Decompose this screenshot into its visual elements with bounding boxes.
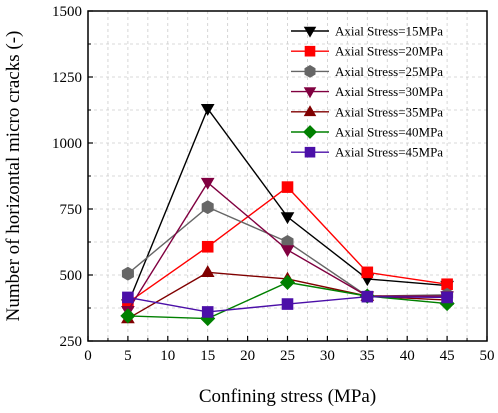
grid: [88, 11, 487, 341]
legend-label: Axial Stress=40MPa: [335, 125, 443, 140]
data-point: [201, 200, 214, 215]
data-point: [200, 265, 215, 278]
data-point: [441, 291, 453, 304]
legend-entry: Axial Stress=30MPa: [291, 84, 443, 99]
legend-marker: [304, 45, 316, 57]
y-tick-label: 1000: [52, 136, 82, 152]
x-tick-label: 15: [200, 348, 215, 364]
legend-label: Axial Stress=25MPa: [335, 64, 443, 79]
legend-entry: Axial Stress=15MPa: [291, 24, 443, 39]
legend-entry: Axial Stress=20MPa: [291, 44, 443, 59]
x-tick-label: 35: [360, 348, 375, 364]
data-point: [120, 308, 136, 324]
data-point: [361, 266, 374, 279]
data-point: [281, 298, 294, 310]
data-point: [280, 212, 295, 225]
legend-marker: [303, 105, 317, 117]
data-point: [280, 245, 295, 258]
legend: Axial Stress=15MPa Axial Stress=20MPa Axia…: [291, 24, 443, 160]
data-point: [121, 266, 134, 281]
x-tick-label: 20: [240, 348, 255, 364]
x-axis-title: Confining stress (MPa): [199, 386, 376, 407]
y-tick-label: 1250: [52, 70, 82, 86]
legend-marker: [304, 146, 316, 158]
data-point: [281, 181, 294, 193]
legend-entry: Axial Stress=40MPa: [291, 125, 443, 140]
x-tick-label: 45: [440, 348, 455, 364]
series-group: [120, 103, 455, 327]
x-tick-label: 30: [320, 348, 335, 364]
y-tick-label: 1500: [52, 4, 82, 20]
legend-entry: Axial Stress=35MPa: [291, 104, 443, 119]
y-tick-label: 750: [60, 202, 83, 218]
legend-marker: [304, 65, 316, 78]
x-tick-label: 40: [400, 348, 415, 364]
data-point: [201, 306, 214, 318]
legend-label: Axial Stress=45MPa: [335, 145, 443, 160]
x-tick-label: 50: [480, 348, 495, 364]
legend-marker: [303, 125, 317, 139]
data-point: [201, 240, 214, 253]
legend-label: Axial Stress=35MPa: [335, 104, 443, 119]
data-point: [279, 274, 296, 290]
x-tick-label: 5: [124, 348, 132, 364]
legend-marker: [303, 26, 317, 38]
data-point: [361, 290, 374, 303]
x-tick-label: 0: [84, 348, 92, 364]
x-tick-label: 25: [280, 348, 295, 364]
legend-entry: Axial Stress=45MPa: [291, 145, 443, 160]
legend-label: Axial Stress=30MPa: [335, 84, 443, 99]
x-tick-label: 10: [160, 348, 175, 364]
series-7: [122, 290, 453, 318]
y-axis-title: Number of horizontal micro cracks (-): [3, 31, 24, 322]
axis-ticks: 0 5 10 15 20 25 30 35 40 45 50 250 500 750 1000 1250 150…: [52, 4, 495, 364]
legend-entry: Axial Stress=25MPa: [291, 64, 443, 79]
data-point: [122, 291, 134, 304]
y-tick-label: 250: [60, 334, 83, 350]
y-tick-label: 500: [60, 268, 83, 284]
legend-label: Axial Stress=15MPa: [335, 24, 443, 39]
legend-marker: [303, 87, 317, 99]
data-point: [200, 103, 215, 116]
data-point: [200, 177, 215, 190]
legend-label: Axial Stress=20MPa: [335, 44, 443, 59]
